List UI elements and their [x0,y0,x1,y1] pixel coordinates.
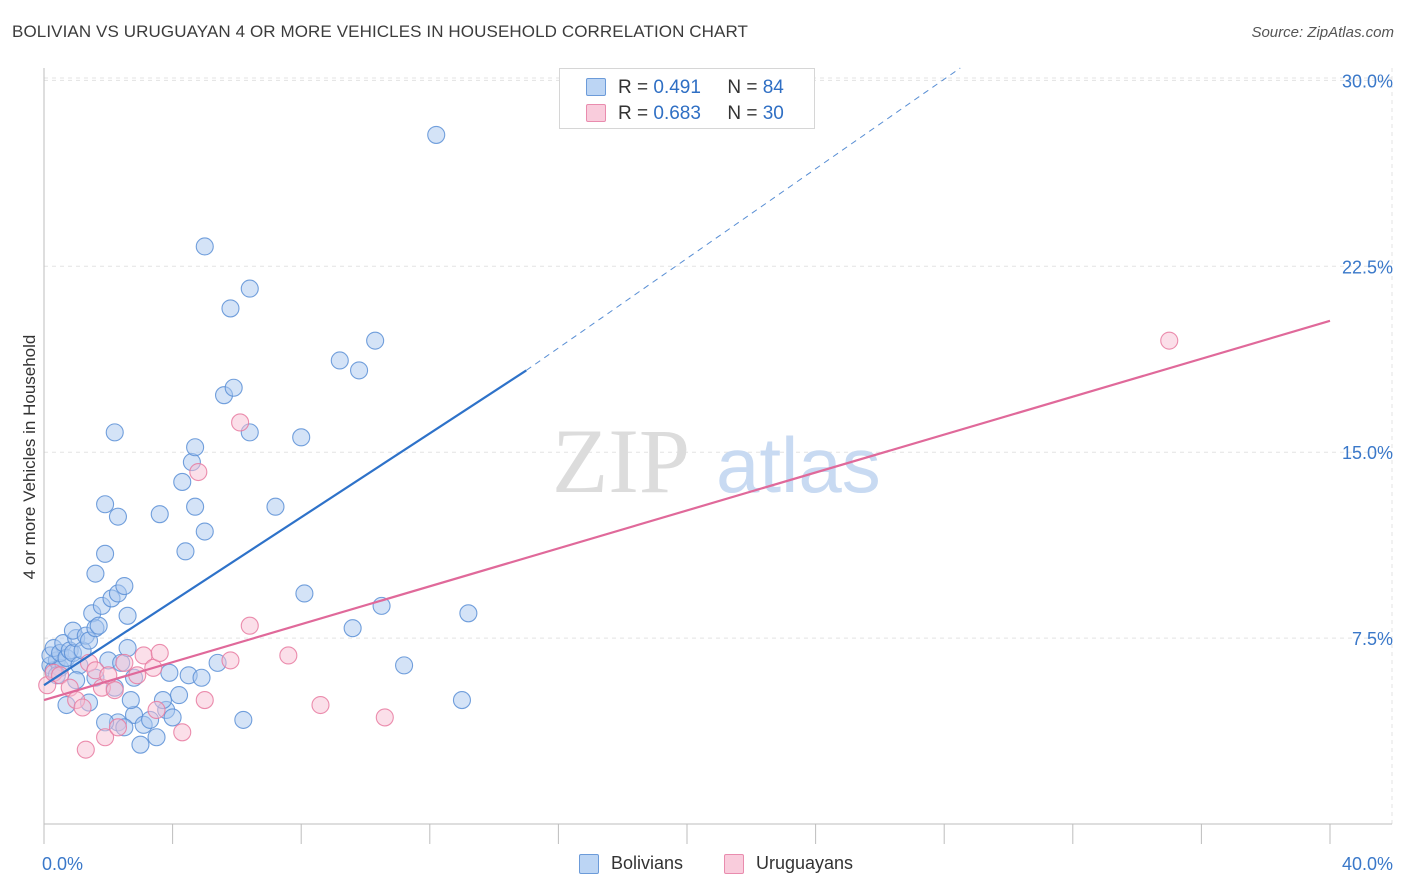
bolivian-point [105,423,124,442]
bolivian-point [96,544,115,563]
bolivian-trend-line [43,369,527,687]
bolivian-point [89,616,108,635]
uruguayan-point [279,646,298,665]
uruguayan-point [96,728,115,747]
tick-labels: 7.5% 15.0% 22.5% 30.0% 0.0% 40.0% [42,71,1393,874]
bolivian-point [266,497,285,516]
bolivian-point [131,735,150,754]
uruguayan-point [195,691,214,710]
legend-n-label: N = [727,103,758,124]
uruguayan-point [108,718,127,737]
uruguayan-point [73,698,92,717]
x-tick-label: 0.0% [42,854,83,874]
bolivian-point [186,497,205,516]
bolivian-point [452,691,472,710]
y-tick-label: 22.5% [1342,257,1393,277]
axes [43,68,1392,844]
uruguayan-point [240,616,259,635]
bolivian-point [121,691,140,710]
bolivian-point [115,576,134,596]
legend-r-value-bolivians: 0.491 [653,77,701,98]
x-tick-label: 40.0% [1342,854,1393,874]
uruguayan-point [105,681,124,700]
bolivian-point [195,237,214,256]
correlation-legend: R = 0.491 N = 84 R = 0.683 N = 30 [559,68,815,129]
legend-n-value-uruguayans: 30 [762,103,784,124]
uruguayan-point [173,723,192,742]
series-swatch-uruguayans [724,854,744,874]
uruguayan-point [76,740,95,759]
bolivian-point [118,638,137,658]
uruguayan-point [1160,331,1179,350]
chart-title: BOLIVIAN VS URUGUAYAN 4 OR MORE VEHICLES… [12,22,749,41]
uruguayan-point [375,708,394,727]
uruguayan-point [150,643,169,663]
bolivian-point [234,710,253,729]
bolivian-point [192,668,211,687]
bolivian-point [330,351,349,370]
bolivian-point [86,564,105,583]
legend-r-value-uruguayans: 0.683 [653,103,701,124]
legend-n-label: N = [727,77,758,98]
bolivian-point [173,472,192,491]
bolivian-point [295,584,314,603]
uruguayan-trend-line [43,319,1331,702]
bolivian-point [224,378,243,397]
series-swatch-bolivians [579,854,599,874]
legend-swatch-bolivians [586,78,606,96]
y-tick-label: 30.0% [1342,71,1393,91]
bolivian-point [221,299,240,318]
bolivian-point [150,505,169,524]
bolivian-point [186,438,205,457]
bolivian-point [163,708,182,727]
source-label: Source: ZipAtlas.com [1251,24,1394,41]
grid-lines [44,68,1393,824]
y-tick-label: 15.0% [1342,443,1393,463]
uruguayan-point [231,413,250,432]
bolivian-point [176,542,195,561]
bolivian-point [118,606,137,625]
legend-swatch-uruguayans [586,104,606,122]
uruguayan-point [189,462,208,482]
bolivian-point [240,279,259,298]
bolivian-point [195,522,214,541]
bolivian-point [343,619,362,638]
bolivian-trend-line-extension [525,67,961,371]
y-tick-label: 7.5% [1352,629,1393,649]
bolivian-point [395,656,414,675]
series-label-uruguayans: Uruguayans [756,853,854,873]
uruguayan-point [311,695,330,715]
uruguayan-point [147,700,166,720]
uruguayan-point [115,653,134,672]
legend-r-label: R = [618,77,649,98]
series-label-bolivians: Bolivians [611,853,684,873]
watermark-zip: ZIP [552,410,690,512]
trend-lines [43,67,1331,702]
bolivian-point [366,331,385,350]
watermark: ZIP atlas [552,410,881,512]
uruguayan-point [221,651,240,670]
bolivian-point [160,663,179,682]
bolivian-point [292,428,311,447]
legend-n-value-bolivians: 84 [762,77,784,98]
y-axis-label: 4 or more Vehicles in Household [20,335,39,580]
bolivian-point [169,686,189,705]
bolivian-point [459,604,478,623]
bolivian-point [427,125,446,144]
bolivian-point [96,495,115,514]
bolivian-point [350,361,369,380]
bolivian-point [147,728,166,747]
bolivian-point [108,507,127,526]
watermark-atlas: atlas [716,421,881,509]
legend-r-label: R = [618,103,649,124]
